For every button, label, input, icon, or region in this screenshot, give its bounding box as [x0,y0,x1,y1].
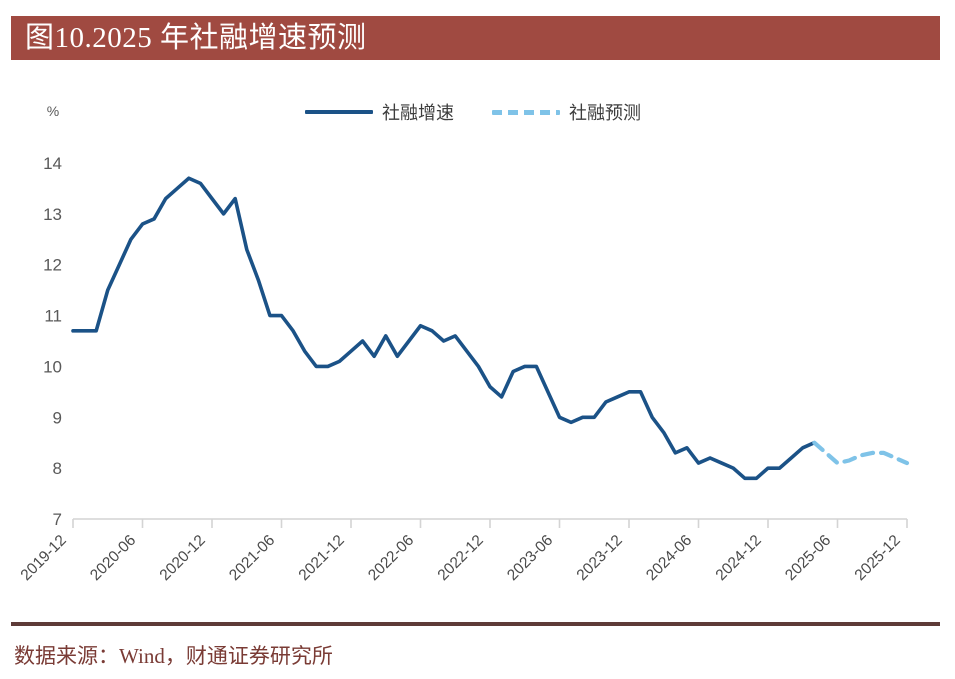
y-axis-unit: % [47,103,59,119]
y-axis-tick-label: 8 [53,459,62,478]
x-axis-tick-label: 2023-06 [504,532,556,584]
y-axis-tick-label: 12 [43,256,62,275]
x-axis-tick-label: 2025-06 [782,532,834,584]
legend-item-forecast: 社融预测 [492,99,641,125]
chart-title-banner: 图10.2025 年社融增速预测 [11,16,940,60]
chart-plot-area: 14 13 12 11 10 9 8 7 % 2019-12 2020-06 2020-12 202… [0,62,955,614]
x-axis-tick-label: 2022-06 [365,532,417,584]
chart-legend: 社融增速 社融预测 [305,99,641,125]
legend-label-actual: 社融增速 [382,103,454,123]
x-axis-tick-label: 2024-12 [713,532,765,584]
legend-item-actual: 社融增速 [305,99,454,125]
legend-swatch-dashed-icon [492,109,560,115]
x-axis-tick-label: 2023-12 [574,532,626,584]
x-axis-tick-label: 2021-06 [226,532,278,584]
y-axis-tick-label: 11 [44,307,62,326]
x-axis-labels: 2019-12 2020-06 2020-12 2021-06 2021-12 2022-… [18,532,904,584]
series-line-actual [71,176,817,481]
x-axis-tick-label: 2019-12 [18,532,70,584]
source-note: 数据来源：Wind，财通证券研究所 [14,644,333,668]
x-axis-tick-label: 2020-12 [157,532,209,584]
legend-label-forecast: 社融预测 [569,103,641,123]
y-axis-tick-label: 13 [43,205,62,224]
y-axis-tick-label: 7 [53,510,62,529]
y-axis-tick-label: 10 [43,357,62,376]
line-chart-svg: 14 13 12 11 10 9 8 7 % 2019-12 2020-06 2020-12 202… [18,103,910,584]
x-axis-tick-label: 2021-12 [296,532,348,584]
x-axis-tick-label: 2024-06 [643,532,695,584]
x-axis-tick-label: 2020-06 [87,532,139,584]
footer-divider [11,622,940,626]
y-axis-tick-label: 14 [43,154,62,173]
x-axis-tick-label: 2022-12 [435,532,487,584]
x-axis [72,518,908,528]
y-axis-unit-label: % [47,103,59,119]
legend-swatch-solid-icon [305,110,373,114]
series-line-forecast [812,440,910,466]
page-title: 图10.2025 年社融增速预测 [25,21,367,54]
y-axis-labels: 14 13 12 11 10 9 8 7 [43,154,62,529]
y-axis-tick-label: 9 [53,408,62,427]
x-axis-tick-label: 2025-12 [852,532,904,584]
